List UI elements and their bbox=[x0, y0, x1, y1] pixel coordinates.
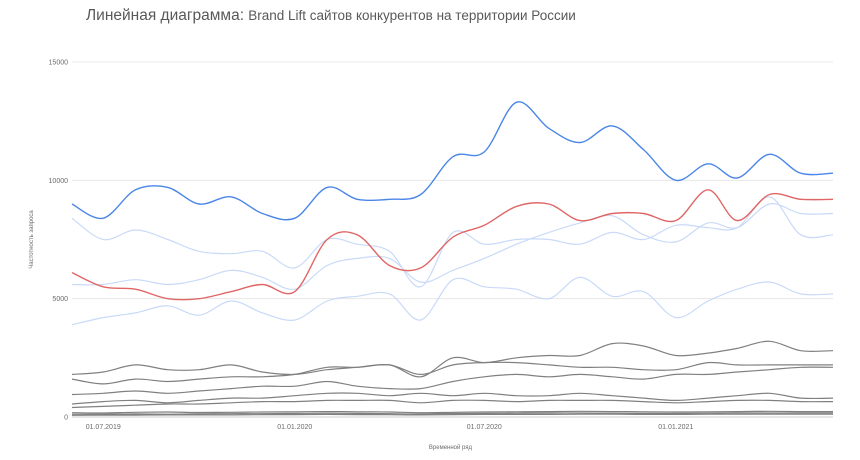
series-line-2 bbox=[71, 189, 834, 301]
y-tick-label: 0 bbox=[64, 415, 68, 422]
y-axis-label: Частотность запроса bbox=[29, 210, 35, 269]
series-line-5 bbox=[71, 276, 834, 326]
series-lines bbox=[71, 101, 834, 416]
x-tick-label: 01.01.2020 bbox=[277, 424, 312, 431]
series-line-13 bbox=[71, 413, 833, 416]
series-line-10 bbox=[71, 399, 834, 409]
x-tick-label: 01.07.2020 bbox=[467, 424, 502, 431]
chart-title-sub: Brand Lift сайтов конкурентов на террито… bbox=[248, 8, 576, 23]
x-tick-labels: 01.07.2019 01.01.2020 01.07.2020 01.01.2021 bbox=[86, 424, 694, 431]
x-axis-label: Временной ряд bbox=[429, 444, 473, 451]
series-line-12 bbox=[71, 412, 833, 415]
series-line-6 bbox=[71, 340, 834, 378]
series-line-1 bbox=[71, 101, 834, 221]
series-line-3 bbox=[71, 196, 834, 288]
series-line-8 bbox=[71, 366, 834, 396]
y-tick-label: 10000 bbox=[49, 178, 69, 185]
chart-title-main: Линейная диаграмма: bbox=[86, 7, 245, 24]
y-tick-label: 5000 bbox=[52, 296, 68, 303]
x-tick-label: 01.01.2021 bbox=[658, 424, 693, 431]
y-tick-label: 15000 bbox=[49, 60, 69, 67]
x-tick-label: 01.07.2019 bbox=[86, 424, 121, 431]
series-line-9 bbox=[71, 392, 834, 405]
y-tick-labels: 0 5000 10000 15000 bbox=[49, 60, 69, 422]
series-line-7 bbox=[71, 361, 833, 385]
chart-title: Линейная диаграмма: Brand Lift сайтов ко… bbox=[86, 7, 576, 25]
series-line-4 bbox=[71, 203, 834, 290]
gridlines bbox=[72, 61, 833, 418]
series-line-11 bbox=[71, 410, 833, 414]
